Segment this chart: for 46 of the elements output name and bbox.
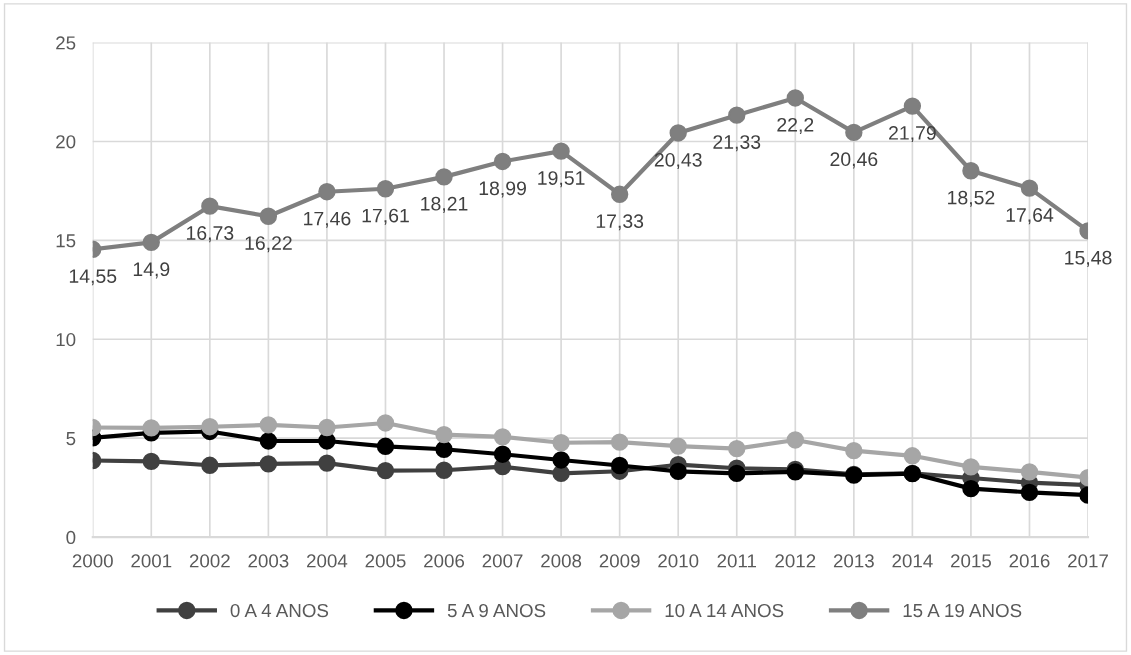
x-tick-label: 2009 [599, 554, 640, 568]
x-tick-label: 2012 [775, 554, 816, 568]
x-tick-label: 2008 [541, 554, 582, 568]
data-label: 17,64 [1006, 208, 1054, 225]
x-tick-label: 2007 [482, 554, 523, 568]
x-tick-label: 2017 [1068, 554, 1108, 568]
x-tick-label: 2001 [131, 554, 172, 568]
data-label: 22,2 [777, 117, 814, 134]
data-label: 21,79 [889, 126, 936, 143]
y-tick-label: 15 [56, 234, 76, 248]
x-tick-label: 2003 [248, 554, 289, 568]
x-tick-label: 2013 [833, 554, 874, 568]
data-label: 18,99 [479, 181, 526, 198]
data-label: 20,43 [654, 152, 702, 169]
data-label: 17,61 [362, 208, 409, 225]
x-tick-label: 2011 [717, 554, 756, 568]
x-tick-label: 2002 [189, 554, 230, 568]
y-tick-label: 25 [56, 36, 76, 50]
y-tick-label: 0 [66, 530, 76, 545]
y-tick-label: 10 [56, 332, 76, 347]
x-tick-label: 2015 [951, 554, 991, 568]
legend-label: 0 A 4 ANOS [230, 603, 329, 618]
data-label: 18,52 [948, 190, 995, 207]
legend-label: 10 A 14 ANOS [665, 603, 784, 618]
data-label: 16,22 [245, 236, 292, 253]
x-tick-label: 2005 [365, 554, 406, 568]
y-tick-label: 5 [66, 432, 76, 446]
data-label: 17,46 [304, 211, 351, 228]
x-tick-label: 2006 [424, 554, 465, 568]
y-tick-label: 20 [56, 135, 76, 149]
x-tick-label: 2014 [892, 554, 933, 568]
x-tick-label: 2010 [658, 554, 699, 568]
data-label: 19,51 [538, 171, 585, 188]
data-label: 18,21 [421, 196, 468, 213]
data-label: 21,33 [713, 135, 761, 152]
x-tick-label: 2016 [1009, 554, 1050, 568]
x-tick-label: 2004 [307, 554, 348, 568]
data-label: 14,9 [133, 262, 170, 279]
data-label: 20,46 [830, 152, 878, 169]
data-label: 14,55 [69, 269, 117, 286]
legend-label: 5 A 9 ANOS [447, 603, 546, 618]
data-label: 17,33 [596, 214, 644, 231]
x-tick-label: 2000 [72, 554, 113, 568]
data-label: 16,73 [186, 226, 234, 243]
data-label: 15,48 [1065, 250, 1112, 267]
legend-label: 15 A 19 ANOS [903, 603, 1022, 618]
